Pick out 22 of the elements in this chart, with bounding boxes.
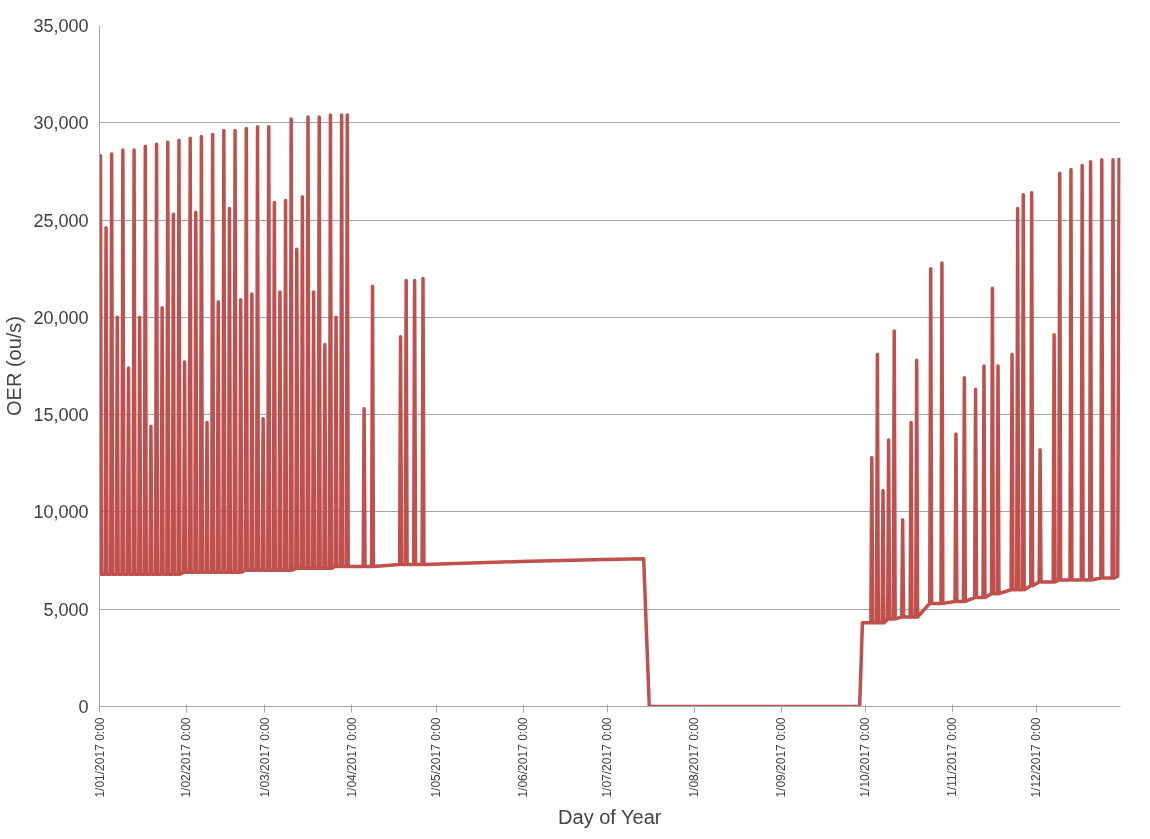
y-tick-label: 20,000 (33, 307, 89, 328)
x-tick-label: 1/12/2017 0:00 (1029, 717, 1044, 798)
y-axis-title: OER (ou/s) (3, 315, 26, 417)
x-tick-label: 1/10/2017 0:00 (858, 717, 873, 798)
x-tick-label: 1/07/2017 0:00 (600, 717, 615, 798)
y-tick-label: 0 (78, 697, 89, 717)
x-tick-label: 1/01/2017 0:00 (92, 717, 107, 798)
y-tick-label: 30,000 (33, 113, 89, 134)
y-tick-label: 25,000 (33, 210, 89, 231)
y-tick-label: 10,000 (33, 502, 89, 523)
x-tick-label: 1/09/2017 0:00 (774, 717, 789, 798)
x-tick-label: 1/08/2017 0:00 (687, 717, 702, 798)
x-axis-title: Day of Year (558, 805, 662, 828)
x-tick-label: 1/11/2017 0:00 (945, 717, 960, 797)
y-tick-label: 15,000 (33, 405, 89, 426)
x-tick-label: 1/05/2017 0:00 (429, 717, 444, 798)
x-tick-label: 1/06/2017 0:00 (516, 717, 531, 798)
y-tick-label: 5,000 (43, 599, 89, 620)
x-tick-label: 1/02/2017 0:00 (179, 717, 194, 798)
x-tick-label: 1/03/2017 0:00 (257, 717, 272, 798)
x-tick-label: 1/04/2017 0:00 (344, 717, 359, 798)
y-tick-label: 35,000 (33, 16, 89, 36)
